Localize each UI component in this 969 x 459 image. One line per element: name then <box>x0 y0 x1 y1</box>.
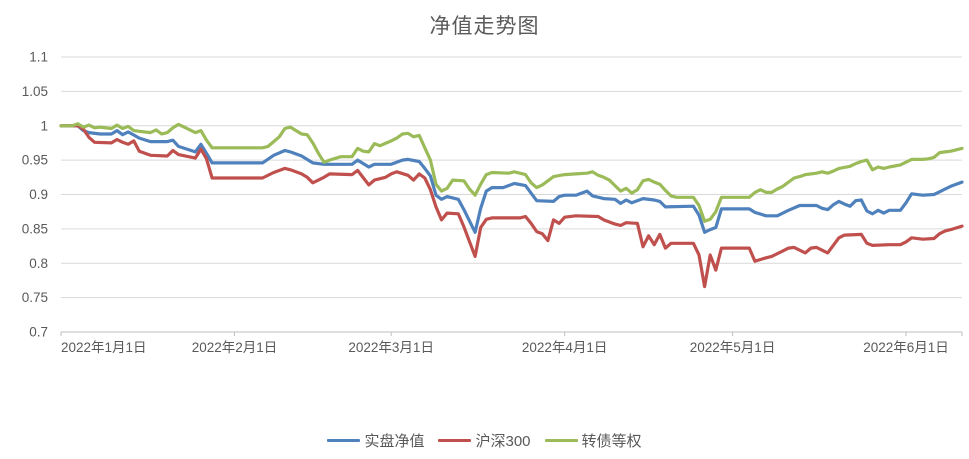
y-axis-tick-label: 1.05 <box>22 84 48 99</box>
y-axis-tick-label: 0.9 <box>29 187 48 202</box>
y-axis-tick-label: 0.7 <box>29 325 48 340</box>
legend-item-hs300[interactable]: 沪深300 <box>438 430 531 451</box>
line-swatch-red <box>438 438 472 443</box>
y-axis-tick-label: 1.1 <box>29 50 48 65</box>
legend-label: 转债等权 <box>581 433 642 450</box>
legend-item-zhuanzhai[interactable]: 转债等权 <box>544 430 642 451</box>
chart-title: 净值走势图 <box>429 15 540 38</box>
y-axis-tick-label: 1 <box>40 118 48 133</box>
y-axis-tick-label: 0.8 <box>29 256 48 271</box>
x-axis-tick-label: 2022年2月1日 <box>192 340 278 355</box>
line-swatch-blue <box>327 438 361 443</box>
y-axis-tick-label: 0.95 <box>22 153 48 168</box>
x-axis-tick-label: 2022年5月1日 <box>690 340 776 355</box>
x-axis-tick-label: 2022年1月1日 <box>61 340 147 355</box>
legend-item-shipan[interactable]: 实盘净值 <box>327 430 424 451</box>
series-line-转债等权[interactable] <box>59 122 964 223</box>
legend-label: 实盘净值 <box>364 433 425 450</box>
line-swatch-green <box>544 438 578 443</box>
series-line-沪深300[interactable] <box>59 124 964 289</box>
legend: 实盘净值 沪深300 转债等权 <box>0 430 969 451</box>
y-axis-tick-label: 0.85 <box>22 221 48 236</box>
legend-label: 沪深300 <box>475 433 531 450</box>
y-axis-tick-label: 0.75 <box>22 290 48 305</box>
plot-area: 1.1 1.05 1 0.95 0.9 0.85 0.8 0.75 0.7 2022年1月1日 20… <box>22 50 964 355</box>
x-axis-tick-label: 2022年3月1日 <box>348 340 434 355</box>
series-line-实盘净值[interactable] <box>59 124 964 234</box>
x-axis-tick-label: 2022年6月1日 <box>863 340 949 355</box>
x-axis-tick-label: 2022年4月1日 <box>522 340 608 355</box>
